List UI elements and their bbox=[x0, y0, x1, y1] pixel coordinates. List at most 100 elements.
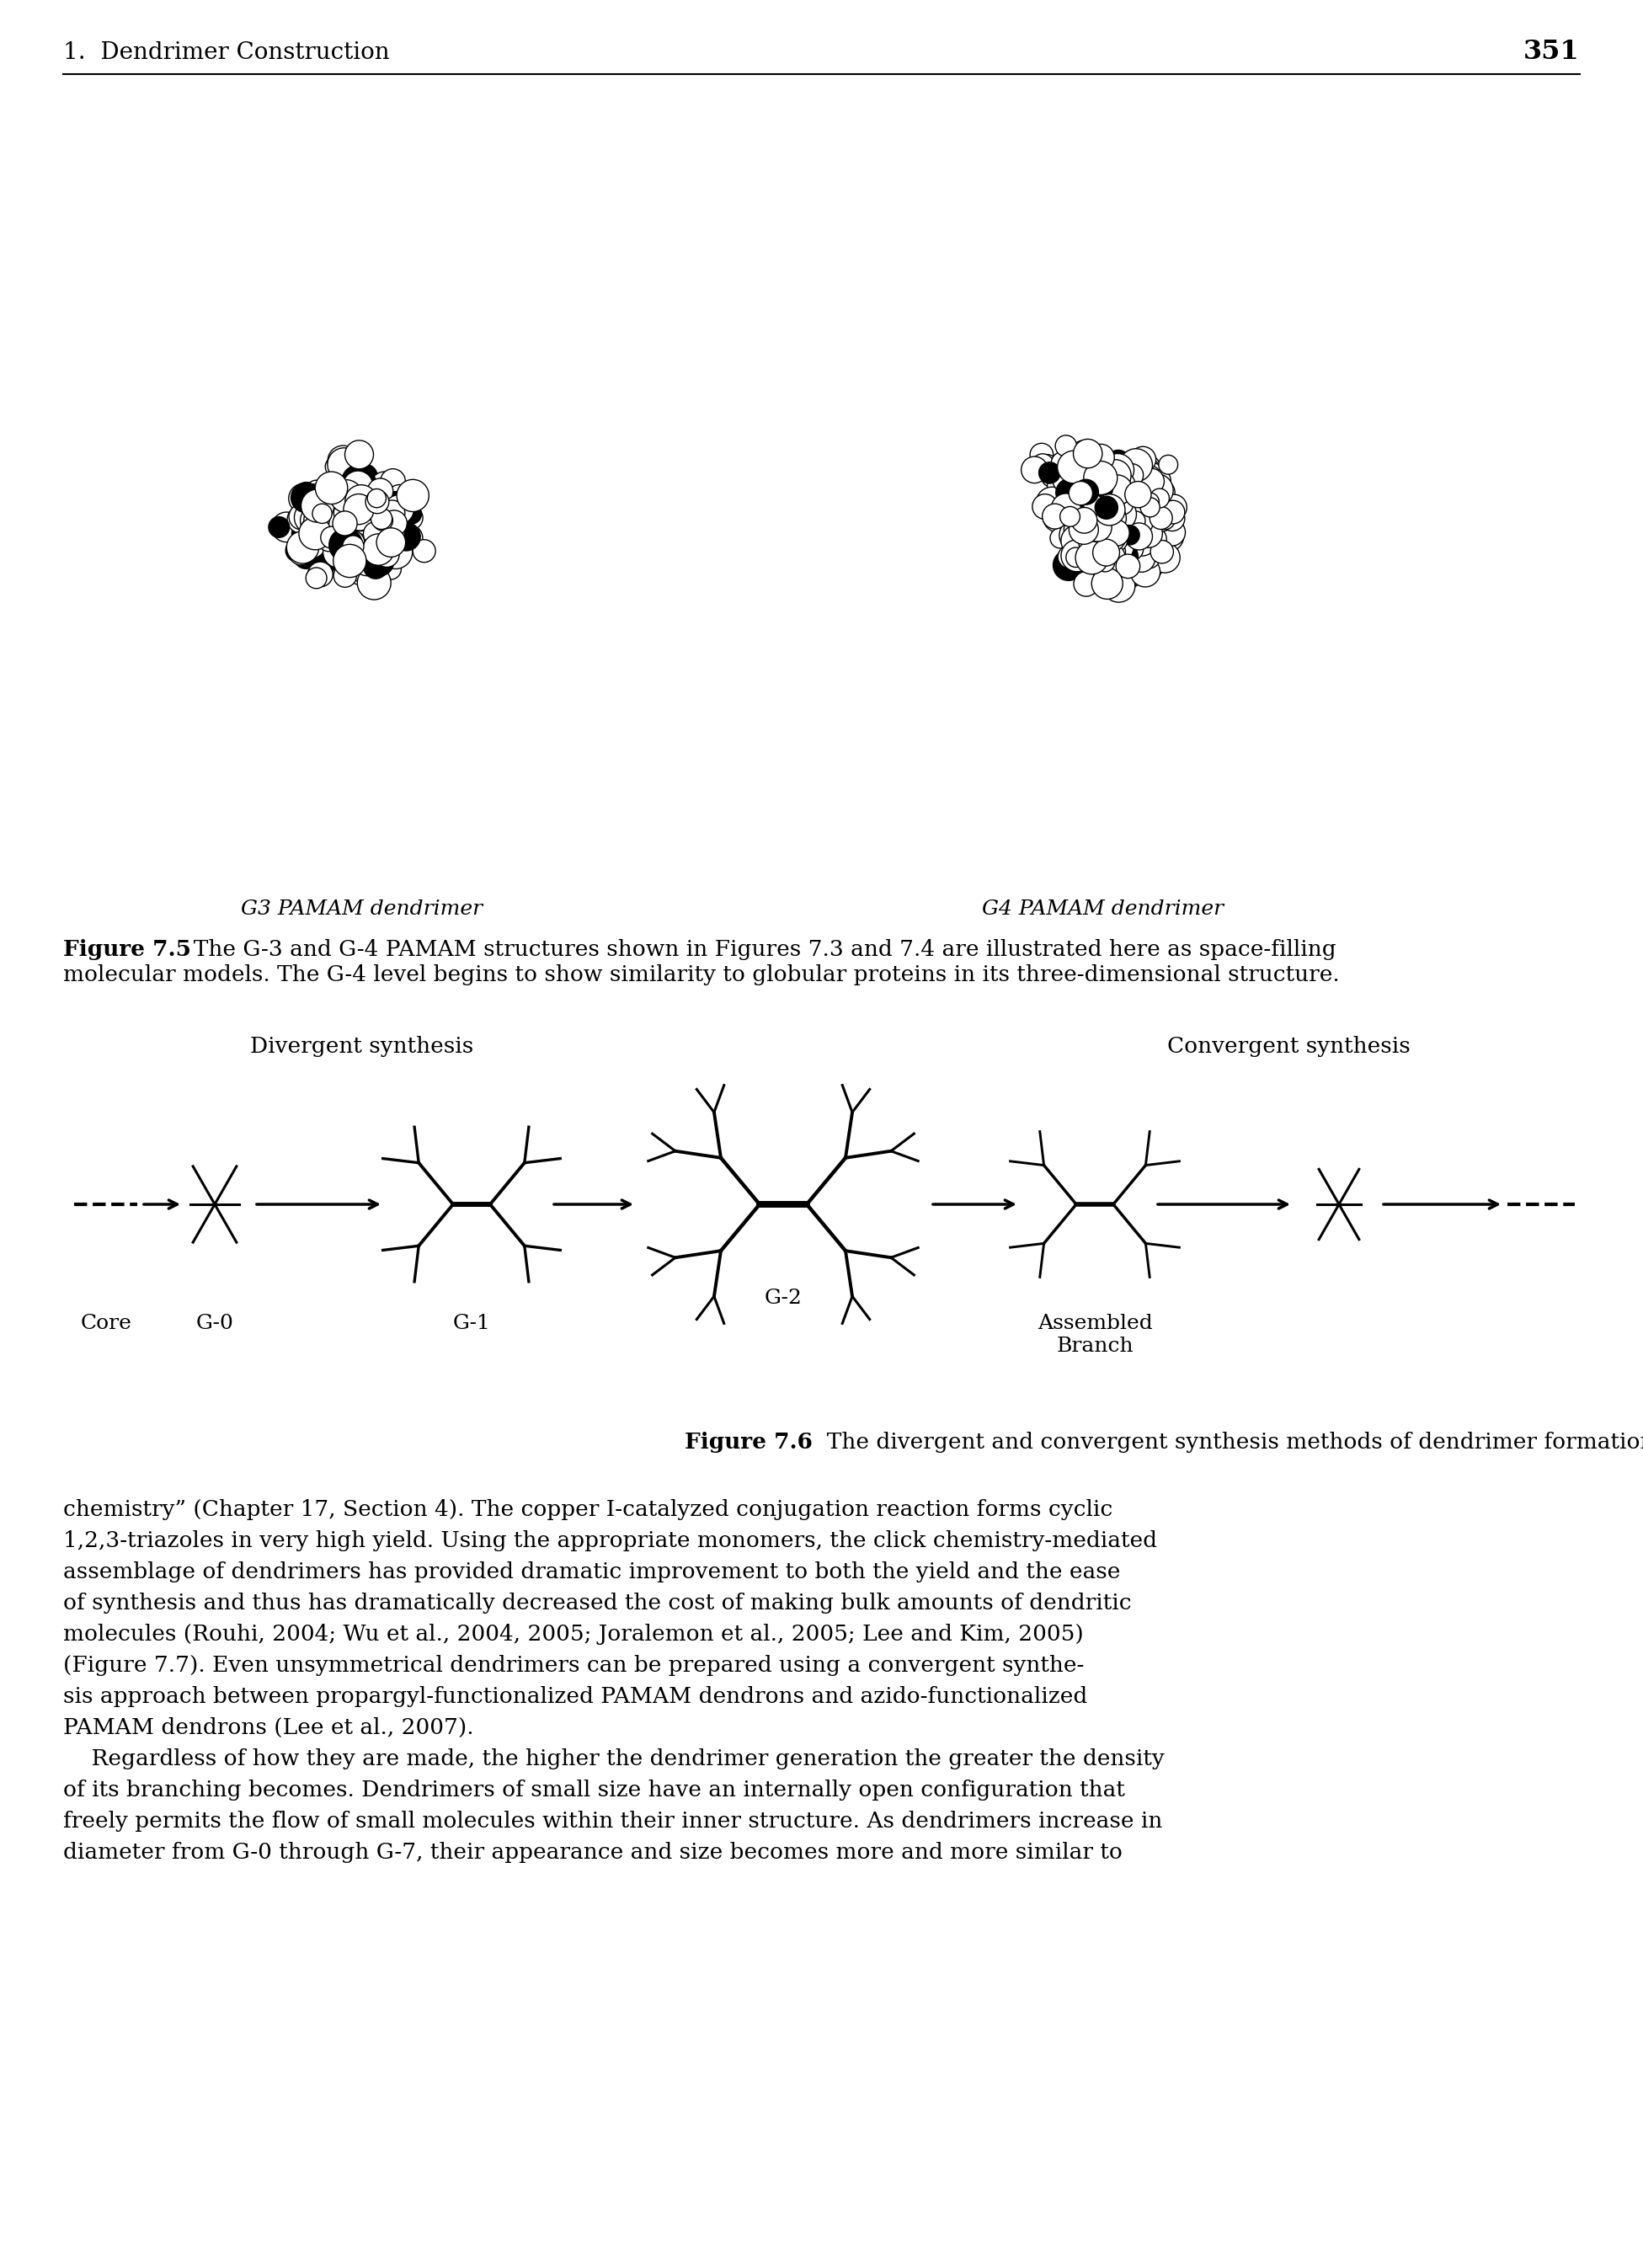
Circle shape bbox=[1098, 492, 1122, 517]
Circle shape bbox=[1076, 503, 1106, 531]
Circle shape bbox=[1042, 465, 1063, 488]
Circle shape bbox=[1122, 519, 1144, 542]
Circle shape bbox=[1079, 494, 1112, 526]
Circle shape bbox=[1022, 456, 1048, 483]
Circle shape bbox=[1107, 531, 1129, 551]
Circle shape bbox=[1058, 522, 1089, 553]
Circle shape bbox=[1081, 479, 1107, 503]
Circle shape bbox=[1132, 540, 1157, 565]
Circle shape bbox=[1086, 476, 1112, 503]
Circle shape bbox=[1094, 497, 1117, 519]
Circle shape bbox=[1030, 442, 1053, 467]
Circle shape bbox=[330, 481, 363, 513]
Circle shape bbox=[350, 485, 371, 506]
Circle shape bbox=[1109, 463, 1132, 485]
Circle shape bbox=[340, 513, 363, 535]
Circle shape bbox=[1107, 553, 1127, 572]
Circle shape bbox=[361, 499, 380, 517]
Circle shape bbox=[1075, 572, 1099, 596]
Circle shape bbox=[317, 528, 340, 551]
Circle shape bbox=[1102, 474, 1132, 506]
Circle shape bbox=[309, 524, 338, 553]
Circle shape bbox=[1076, 503, 1098, 524]
Circle shape bbox=[1066, 481, 1088, 503]
Circle shape bbox=[1065, 476, 1094, 506]
Circle shape bbox=[1150, 506, 1173, 528]
Circle shape bbox=[338, 458, 365, 485]
Circle shape bbox=[1086, 501, 1117, 533]
Circle shape bbox=[1112, 517, 1140, 547]
Circle shape bbox=[1142, 479, 1168, 506]
Circle shape bbox=[1109, 488, 1135, 515]
Circle shape bbox=[1104, 542, 1125, 562]
Circle shape bbox=[1160, 506, 1185, 531]
Circle shape bbox=[376, 508, 398, 528]
Circle shape bbox=[357, 510, 389, 544]
Circle shape bbox=[315, 499, 347, 528]
Circle shape bbox=[1112, 494, 1139, 524]
Circle shape bbox=[311, 503, 334, 526]
Circle shape bbox=[357, 567, 391, 599]
Circle shape bbox=[1130, 558, 1160, 587]
Circle shape bbox=[1114, 469, 1147, 503]
Circle shape bbox=[1081, 469, 1109, 494]
Circle shape bbox=[363, 522, 388, 547]
Text: Assembled
Branch: Assembled Branch bbox=[1037, 1313, 1152, 1356]
Circle shape bbox=[1134, 458, 1162, 485]
Circle shape bbox=[343, 499, 370, 526]
Circle shape bbox=[381, 510, 407, 535]
Circle shape bbox=[1150, 540, 1173, 562]
Circle shape bbox=[1098, 547, 1129, 578]
Circle shape bbox=[1106, 485, 1130, 510]
Text: G-1: G-1 bbox=[453, 1313, 491, 1334]
Circle shape bbox=[365, 490, 389, 513]
Circle shape bbox=[1078, 499, 1104, 526]
Circle shape bbox=[1102, 544, 1127, 569]
Circle shape bbox=[1121, 479, 1147, 506]
Circle shape bbox=[381, 492, 411, 519]
Circle shape bbox=[1098, 492, 1122, 517]
Circle shape bbox=[311, 513, 332, 535]
Circle shape bbox=[1098, 503, 1125, 533]
Circle shape bbox=[332, 513, 352, 533]
Circle shape bbox=[1130, 492, 1157, 517]
Circle shape bbox=[1124, 458, 1148, 483]
Circle shape bbox=[292, 522, 314, 544]
Circle shape bbox=[1056, 479, 1084, 506]
Circle shape bbox=[320, 510, 353, 544]
Circle shape bbox=[319, 540, 347, 567]
Circle shape bbox=[334, 469, 355, 492]
Circle shape bbox=[335, 538, 360, 560]
Circle shape bbox=[1119, 449, 1152, 481]
Circle shape bbox=[1134, 519, 1163, 547]
Circle shape bbox=[1071, 474, 1106, 508]
Circle shape bbox=[1134, 481, 1153, 501]
Circle shape bbox=[1150, 481, 1175, 506]
Circle shape bbox=[1091, 483, 1116, 510]
Circle shape bbox=[289, 503, 315, 531]
Circle shape bbox=[342, 488, 371, 519]
Circle shape bbox=[1117, 483, 1148, 515]
Circle shape bbox=[338, 490, 370, 522]
Circle shape bbox=[353, 542, 383, 572]
Circle shape bbox=[1121, 538, 1144, 560]
Circle shape bbox=[1083, 472, 1112, 501]
Circle shape bbox=[1106, 538, 1137, 569]
Circle shape bbox=[1032, 454, 1053, 476]
Circle shape bbox=[342, 465, 375, 499]
Circle shape bbox=[357, 519, 380, 542]
Circle shape bbox=[332, 528, 357, 553]
Text: G-2: G-2 bbox=[764, 1288, 802, 1309]
Circle shape bbox=[1125, 481, 1152, 508]
Circle shape bbox=[1073, 515, 1102, 542]
Circle shape bbox=[1078, 492, 1098, 510]
Circle shape bbox=[311, 517, 337, 542]
Circle shape bbox=[1060, 510, 1089, 542]
Circle shape bbox=[1058, 547, 1081, 569]
Circle shape bbox=[1083, 524, 1107, 549]
Circle shape bbox=[1121, 567, 1142, 587]
Circle shape bbox=[1070, 515, 1099, 544]
Circle shape bbox=[355, 531, 378, 556]
Circle shape bbox=[1060, 503, 1079, 524]
Circle shape bbox=[1052, 492, 1083, 524]
